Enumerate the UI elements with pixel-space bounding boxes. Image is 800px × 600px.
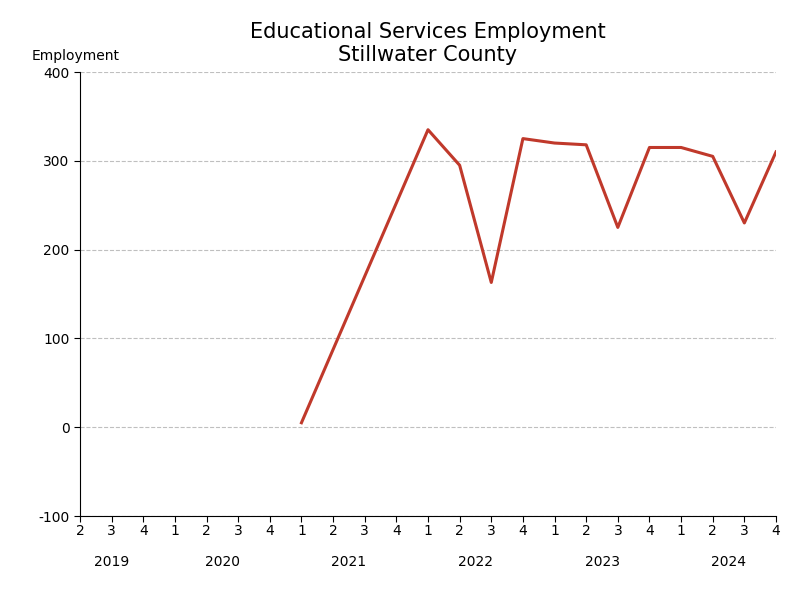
Text: 2024: 2024	[711, 555, 746, 569]
Text: 2021: 2021	[331, 555, 366, 569]
Title: Educational Services Employment
Stillwater County: Educational Services Employment Stillwat…	[250, 22, 606, 65]
Text: Employment: Employment	[31, 49, 119, 63]
Text: 2019: 2019	[94, 555, 130, 569]
Text: 2020: 2020	[205, 555, 240, 569]
Text: 2022: 2022	[458, 555, 493, 569]
Text: 2023: 2023	[585, 555, 619, 569]
